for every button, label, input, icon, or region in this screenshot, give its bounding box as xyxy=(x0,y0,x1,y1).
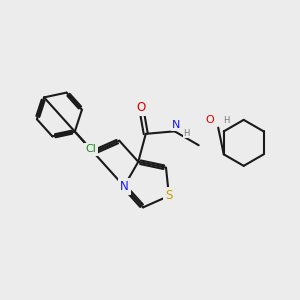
Text: H: H xyxy=(223,116,229,125)
Text: Cl: Cl xyxy=(85,145,96,154)
Text: O: O xyxy=(136,101,146,114)
Text: N: N xyxy=(120,180,128,193)
Text: S: S xyxy=(165,189,173,203)
Text: O: O xyxy=(205,115,214,125)
Text: N: N xyxy=(172,120,181,130)
Text: H: H xyxy=(183,129,190,138)
